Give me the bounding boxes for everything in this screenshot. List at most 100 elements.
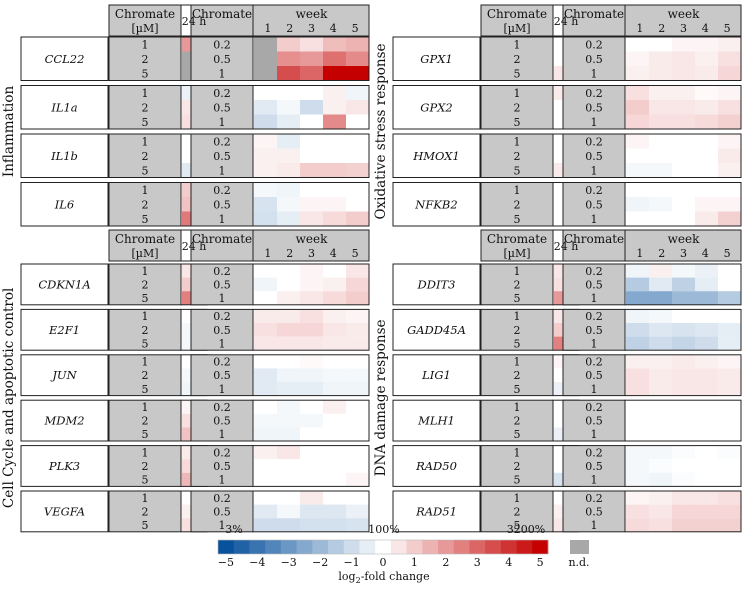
- cell-week: [672, 37, 696, 52]
- conc-week-label: 0.5: [585, 369, 603, 382]
- cell-week: [672, 323, 696, 337]
- cell-week: [695, 163, 719, 178]
- cell-week: [254, 445, 278, 460]
- cell-week: [718, 100, 742, 115]
- conc-24h-label: 5: [142, 474, 149, 487]
- cell-week: [277, 400, 301, 414]
- cell-week: [323, 100, 347, 115]
- conc-24h-label: 5: [142, 116, 149, 129]
- conc-24h-label: 5: [514, 213, 521, 226]
- conc-label-box: [190, 182, 254, 227]
- cell-week: [323, 51, 347, 66]
- cell-week: [672, 114, 696, 129]
- cell-week: [300, 459, 324, 473]
- gene-name: DDIT3: [417, 277, 456, 291]
- cell-week: [672, 291, 696, 305]
- cell-week: [254, 277, 278, 292]
- cell-week: [254, 114, 278, 129]
- conc-24h-label: 1: [142, 184, 149, 197]
- header-unit-label: [µM]: [504, 247, 531, 260]
- week-tick-label: 3: [680, 22, 687, 35]
- cell-week: [672, 277, 696, 292]
- header-24h-label: 24 h: [182, 15, 207, 28]
- conc-week-label: 1: [219, 164, 226, 177]
- group-title: Inflammation: [1, 86, 17, 178]
- cell-week: [300, 264, 324, 278]
- cell-week: [718, 291, 742, 305]
- conc-week-label: 0.2: [213, 265, 231, 278]
- cell-week-frame: [252, 445, 370, 487]
- cell-week: [254, 197, 278, 212]
- cell-week: [649, 51, 673, 66]
- conc-24h-label: 5: [514, 474, 521, 487]
- cell-week: [718, 66, 742, 81]
- conc-24h-label: 5: [142, 67, 149, 80]
- cell-week: [254, 413, 278, 428]
- cell-week: [649, 277, 673, 292]
- cell-week: [695, 148, 719, 163]
- cell-week: [672, 445, 696, 460]
- cell-week: [277, 368, 301, 382]
- cell-week: [300, 66, 324, 81]
- week-tick-label: 1: [636, 247, 643, 260]
- gene-name-box: [20, 490, 109, 533]
- cell-week: [277, 114, 301, 129]
- cell-week: [300, 291, 324, 305]
- cell-week: [277, 472, 301, 487]
- week-tick-label: 2: [286, 22, 293, 35]
- cell-week: [277, 264, 301, 278]
- cell-week: [254, 51, 278, 66]
- cell-week: [695, 134, 719, 149]
- cell-week: [346, 491, 370, 505]
- conc-24h-label: 1: [514, 265, 521, 278]
- cell-week: [718, 114, 742, 129]
- legend-axis-label: log2-fold change: [338, 570, 429, 585]
- header-chromate-label: Chromate: [564, 7, 624, 21]
- conc-24h-label: 2: [142, 198, 149, 211]
- conc-week-label: 0.5: [585, 150, 603, 163]
- conc-week-label: 1: [591, 164, 598, 177]
- conc-week-label: 1: [219, 292, 226, 305]
- legend-swatch: [375, 540, 392, 554]
- cell-week: [277, 85, 301, 100]
- conc-label-box: [108, 445, 182, 487]
- cell-week: [323, 323, 347, 337]
- conc-24h-label: 2: [514, 278, 521, 291]
- cell-week: [626, 427, 650, 441]
- cell-week: [323, 211, 347, 226]
- gene-name: MLH1: [417, 414, 455, 428]
- conc-24h-label: 5: [514, 519, 521, 532]
- cell-week: [300, 368, 324, 382]
- conc-24h-label: 1: [142, 38, 149, 51]
- cell-week: [718, 400, 742, 414]
- cell-week: [277, 309, 301, 323]
- week-tick-label: 4: [330, 247, 337, 260]
- cell-week: [346, 264, 370, 278]
- cell-week: [277, 459, 301, 473]
- cell-week: [649, 114, 673, 129]
- conc-week-label: 1: [219, 116, 226, 129]
- cell-week: [718, 382, 742, 396]
- header-chromate-label: Chromate: [115, 7, 175, 21]
- conc-label-box: [190, 445, 254, 487]
- cell-week: [672, 491, 696, 505]
- conc-label-box: [562, 85, 626, 130]
- cell-week: [346, 66, 370, 81]
- cell-week: [346, 459, 370, 473]
- cell-week: [300, 51, 324, 66]
- conc-week-label: 0.5: [585, 324, 603, 337]
- legend-swatch: [359, 540, 376, 554]
- week-tick-label: 4: [330, 22, 337, 35]
- cell-week: [346, 51, 370, 66]
- conc-week-label: 0.5: [585, 198, 603, 211]
- conc-week-label: 1: [591, 519, 598, 532]
- cell-week: [277, 197, 301, 212]
- cell-week-frame: [252, 85, 370, 130]
- cell-week: [672, 459, 696, 473]
- cell-week: [672, 197, 696, 212]
